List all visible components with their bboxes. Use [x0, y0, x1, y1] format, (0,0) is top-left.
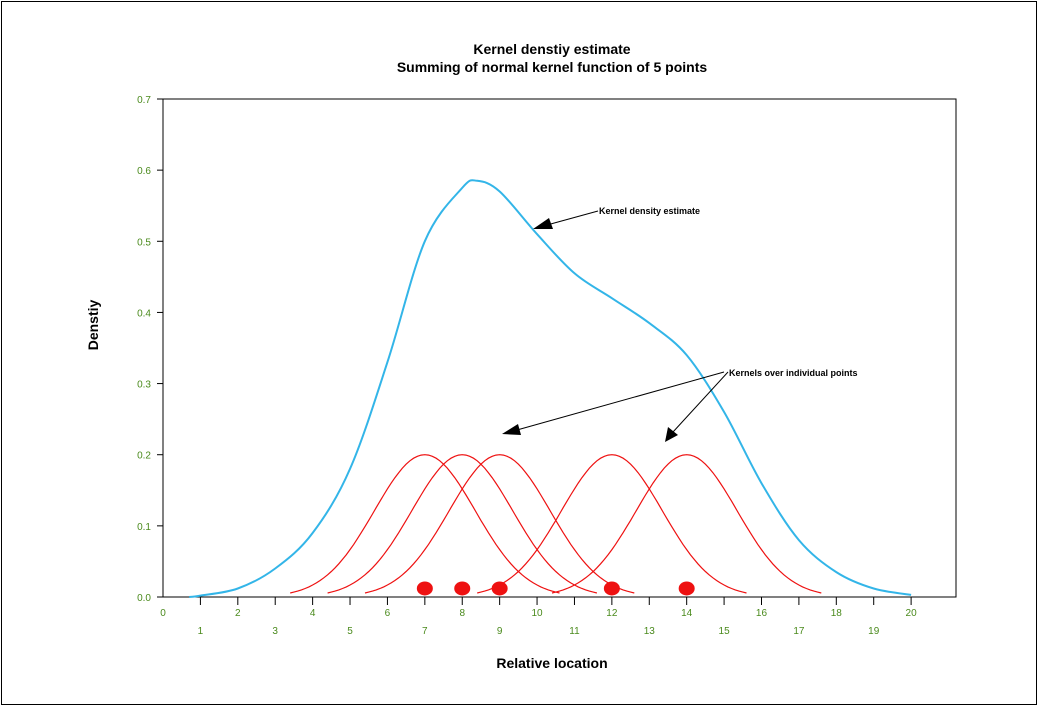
kernel-arrow-line-2	[672, 371, 729, 433]
kernel-curve	[290, 454, 560, 594]
x-tick-label: 15	[719, 626, 731, 637]
kde-arrowhead	[533, 218, 553, 229]
y-axis-label: Denstiy	[85, 300, 101, 351]
data-point	[603, 581, 620, 596]
x-axis-label: Relative location	[496, 655, 607, 671]
chart-subtitle: Summing of normal kernel function of 5 p…	[397, 59, 708, 75]
x-tick-label: 8	[459, 608, 465, 619]
x-tick-label: 1	[198, 626, 204, 637]
x-tick-label: 10	[531, 608, 543, 619]
kernel-curve	[327, 454, 598, 594]
kernel-annotation: Kernels over individual points	[729, 368, 858, 378]
x-tick-label: 0	[160, 608, 166, 619]
kde-arrow-line	[546, 210, 599, 226]
y-tick-label: 0.4	[137, 308, 151, 319]
x-tick-label: 2	[235, 608, 241, 619]
data-points	[416, 581, 695, 596]
x-tick-label: 16	[756, 608, 768, 619]
y-tick-label: 0.2	[137, 451, 151, 462]
x-tick-label: 5	[347, 626, 353, 637]
kernel-curve	[551, 454, 822, 594]
x-tick-label: 20	[906, 608, 918, 619]
x-axis: 0 2 4 6 8 10 12 14 16 18 201 3 5 7 9 11 13 15 17 19	[160, 597, 917, 637]
kernel-curve	[477, 454, 747, 594]
kernel-curve	[364, 454, 635, 594]
kde-annotation: Kernel density estimate	[599, 206, 700, 216]
data-point	[491, 581, 508, 596]
kernel-arrowhead-2	[665, 427, 678, 442]
y-tick-label: 0.0	[137, 593, 151, 604]
x-tick-label: 18	[831, 608, 843, 619]
x-tick-label: 7	[422, 626, 428, 637]
x-tick-label: 4	[310, 608, 316, 619]
x-tick-label: 13	[644, 626, 656, 637]
y-tick-label: 0.6	[137, 166, 151, 177]
x-tick-label: 19	[868, 626, 880, 637]
kde-line	[189, 179, 912, 598]
x-tick-label: 14	[681, 608, 693, 619]
y-tick-label: 0.7	[137, 95, 151, 106]
annotations: Kernel density estimate Kernels over ind…	[502, 206, 858, 442]
data-point	[678, 581, 695, 596]
plot-area	[162, 98, 957, 598]
kernel-curves	[290, 454, 822, 594]
x-tick-label: 9	[497, 626, 503, 637]
x-tick-label: 6	[385, 608, 391, 619]
kernel-arrow-line-1	[516, 371, 725, 431]
data-point	[454, 581, 471, 596]
x-tick-label: 3	[272, 626, 278, 637]
y-axis: 0.0 0.1 0.2 0.3 0.4 0.5 0.6 0.7	[137, 95, 163, 604]
chart-title: Kernel denstiy estimate	[473, 41, 630, 57]
y-tick-label: 0.3	[137, 380, 151, 391]
kernel-arrowhead-1	[502, 424, 521, 435]
x-tick-label: 12	[606, 608, 618, 619]
x-tick-label: 11	[569, 626, 580, 637]
y-tick-label: 0.5	[137, 237, 151, 248]
data-point	[416, 581, 433, 596]
y-tick-label: 0.1	[137, 522, 151, 533]
x-tick-label: 17	[793, 626, 805, 637]
